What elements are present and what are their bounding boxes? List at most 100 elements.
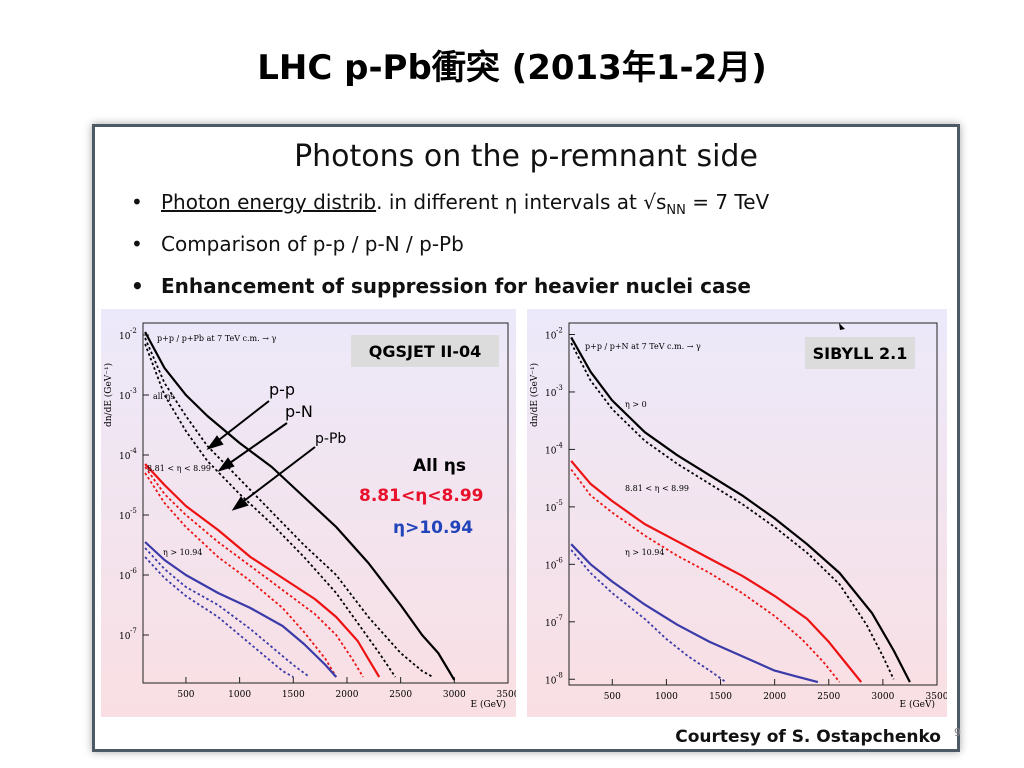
plot-background — [101, 309, 516, 717]
x-tick-label: 1500 — [709, 692, 732, 702]
series-all-p-N — [144, 337, 434, 678]
y-tick-label: 10 — [545, 561, 557, 571]
legend-high: η>10.94 — [393, 518, 473, 538]
y-tick-exponent: -6 — [130, 567, 137, 575]
series-all-p-p — [144, 331, 456, 681]
series-mid-p-N — [570, 468, 841, 683]
bullet-text: . in different η intervals at √s — [376, 190, 667, 214]
y-tick-label: 10 — [545, 446, 557, 456]
slide-title: LHC p-Pb衝突 (2013年1-2月) — [257, 48, 767, 88]
region-label: all ηs — [153, 392, 174, 401]
y-tick-label: 10 — [119, 572, 131, 582]
y-tick-exponent: -6 — [556, 556, 563, 564]
y-tick-label: 10 — [545, 389, 557, 399]
x-tick-label: 2000 — [336, 690, 359, 700]
cursor-icon — [839, 323, 845, 330]
arrow-pp — [214, 400, 270, 444]
arrow-ppb — [239, 446, 316, 505]
process-label: p+p / p+Pb at 7 TeV c.m. → γ — [157, 334, 276, 343]
series-high-p-N — [570, 549, 727, 683]
series-mid-p-N — [144, 466, 364, 678]
y-tick-label: 10 — [545, 504, 557, 514]
x-tick-label: 1000 — [228, 690, 251, 700]
arrow-head — [217, 457, 235, 472]
y-tick-exponent: -5 — [130, 507, 137, 515]
x-tick-label: 1000 — [655, 692, 678, 702]
y-tick-exponent: -4 — [130, 447, 137, 455]
series-mid-p-p — [144, 463, 381, 678]
bullet-underlined-text: Photon energy distrib — [161, 190, 377, 214]
y-tick-exponent: -3 — [130, 387, 137, 395]
y-tick-label: 10 — [545, 331, 557, 341]
bullet-item: Comparison of p-p / p-N / p-Pb — [125, 229, 945, 271]
region-label: η > 10.94 — [625, 548, 664, 557]
x-tick-label: 2000 — [763, 692, 786, 702]
arrow-label-pp: p-p — [269, 380, 295, 399]
x-tick-label: 500 — [604, 692, 621, 702]
x-tick-label: 3500 — [497, 690, 516, 700]
x-tick-label: 1500 — [282, 690, 305, 700]
model-label-box — [805, 337, 915, 369]
series-mid-p-Pb — [144, 472, 337, 678]
legend-mid: 8.81<η<8.99 — [359, 486, 483, 506]
panel-heading: Photons on the p-remnant side — [294, 139, 758, 174]
plot-frame — [142, 322, 509, 684]
region-label: 8.81 < η < 8.99 — [147, 464, 211, 473]
y-tick-label: 10 — [119, 512, 131, 522]
series-all-p-p — [570, 336, 911, 683]
process-label: p+p / p+N at 7 TeV c.m. → γ — [585, 342, 701, 351]
x-tick-label: 2500 — [817, 692, 840, 702]
y-tick-exponent: -5 — [556, 499, 563, 507]
region-label: η > 0 — [625, 400, 647, 409]
arrow-head — [231, 496, 249, 511]
arrow-label-ppb: p-Pb — [315, 431, 346, 447]
y-tick-label: 10 — [119, 392, 131, 402]
annotation-arrows — [206, 400, 316, 511]
arrow-pn — [226, 422, 288, 466]
bullet-text: Comparison of p-p / p-N / p-Pb — [161, 232, 464, 256]
bullet-tail: = 7 TeV — [685, 190, 770, 214]
page-number: 9 — [954, 726, 961, 739]
y-tick-exponent: -7 — [130, 627, 137, 635]
arrow-label-pn: p-N — [285, 402, 313, 421]
bullet-subscript: NN — [666, 203, 686, 218]
x-tick-label: 3000 — [871, 692, 894, 702]
x-tick-label: 3500 — [926, 692, 947, 702]
y-tick-label: 10 — [119, 452, 131, 462]
y-tick-label: 10 — [545, 619, 557, 629]
legend-all: All ηs — [413, 456, 466, 476]
x-tick-label: 500 — [177, 690, 194, 700]
figure-panel: Photons on the p-remnant side Photon ene… — [92, 124, 960, 752]
series-high-p-N — [144, 547, 310, 678]
y-tick-exponent: -3 — [556, 384, 563, 392]
bullet-text: Enhancement of suppression for heavier n… — [161, 274, 751, 298]
y-tick-label: 10 — [545, 676, 557, 686]
y-tick-exponent: -2 — [556, 326, 563, 334]
y-tick-exponent: -7 — [556, 614, 563, 622]
courtesy-credit: Courtesy of S. Ostapchenko — [675, 727, 941, 747]
bullet-item: Enhancement of suppression for heavier n… — [125, 271, 945, 313]
series-mid-p-p — [570, 460, 863, 683]
y-axis-label: dn/dE (GeV⁻¹) — [103, 363, 114, 427]
bullet-list: Photon energy distrib. in different η in… — [125, 187, 945, 313]
region-label: η > 10.94 — [163, 548, 202, 557]
y-tick-exponent: -2 — [130, 327, 137, 335]
arrow-head — [206, 435, 224, 450]
x-tick-label: 3000 — [443, 690, 466, 700]
model-label: QGSJET II-04 — [369, 342, 481, 361]
x-axis-label: E (GeV) — [471, 699, 506, 710]
series-high-p-p — [570, 543, 819, 684]
region-label: 8.81 < η < 8.99 — [625, 484, 689, 493]
y-tick-exponent: -8 — [556, 671, 563, 679]
plot-frame — [568, 322, 938, 686]
y-tick-label: 10 — [119, 332, 131, 342]
model-label-box — [351, 335, 499, 367]
series-all-p-Pb — [144, 343, 397, 678]
x-axis-label: E (GeV) — [900, 699, 935, 710]
bullet-item: Photon energy distrib. in different η in… — [125, 187, 945, 229]
series-high-p-p — [144, 541, 338, 678]
y-tick-exponent: -4 — [556, 441, 563, 449]
model-label: SIBYLL 2.1 — [813, 344, 908, 363]
